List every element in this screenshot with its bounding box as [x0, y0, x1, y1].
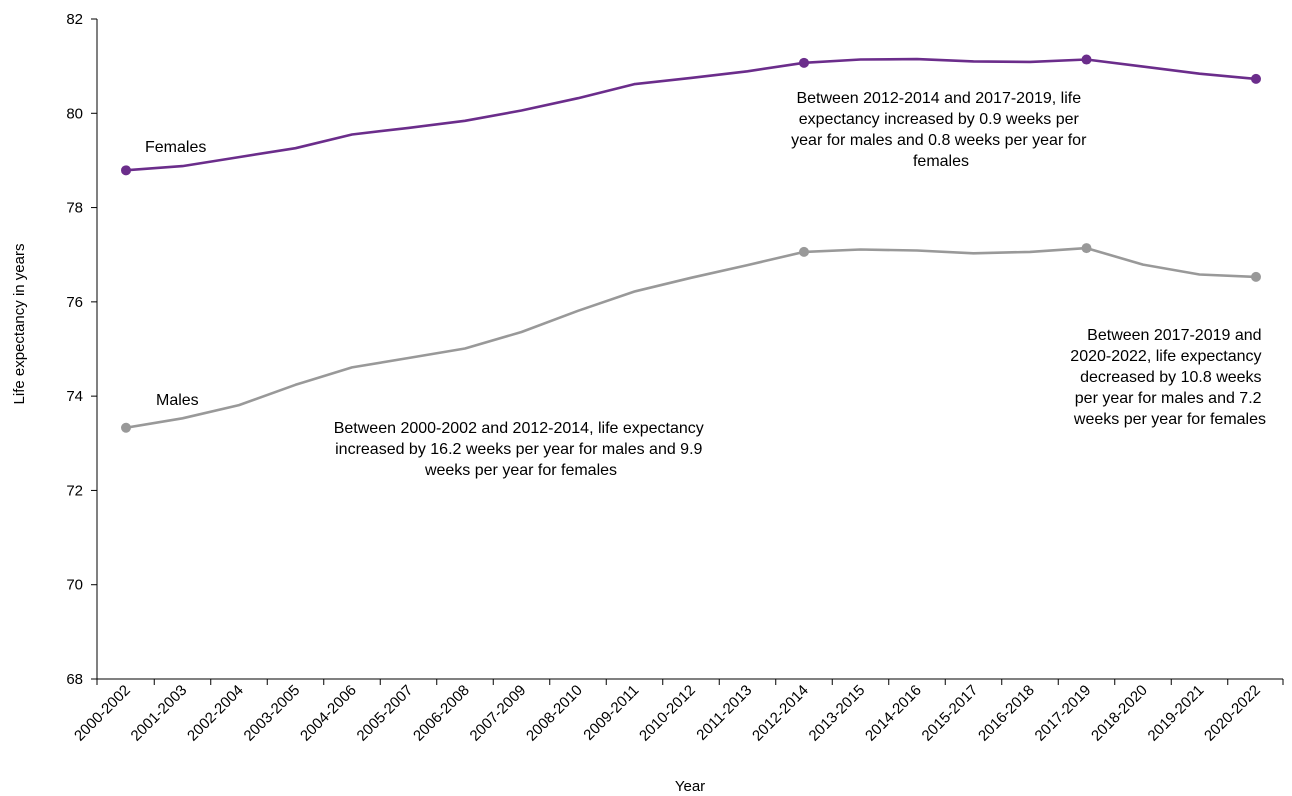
annotation-line: females	[913, 153, 969, 170]
annotation-2012-2019: Between 2012-2014 and 2017-2019, life ex…	[791, 90, 1091, 170]
annotation-line: Between 2017-2019 and	[1087, 327, 1261, 344]
x-tick-label: 2009-2011	[580, 682, 642, 744]
data-point-females	[1081, 54, 1092, 65]
y-tick-label: 70	[66, 577, 83, 594]
x-tick-label: 2011-2013	[693, 682, 755, 744]
x-tick-label: 2014-2016	[862, 682, 925, 745]
y-tick-label: 72	[66, 482, 83, 499]
annotation-line: increased by 16.2 weeks per year for mal…	[335, 441, 702, 458]
data-point-females	[799, 57, 809, 68]
annotation-line: weeks per year for females	[1073, 411, 1266, 428]
annotation-line: Between 2000-2002 and 2012-2014, life ex…	[334, 420, 704, 437]
x-tick-label: 2015-2017	[919, 682, 982, 745]
x-tick-label: 2007-2009	[467, 682, 530, 745]
y-tick-label: 80	[66, 105, 83, 122]
x-tick-label: 2013-2015	[806, 682, 869, 745]
x-tick-label: 2017-2019	[1032, 682, 1095, 745]
x-tick-label: 2006-2008	[410, 682, 473, 745]
series-line-females	[124, 57, 1258, 172]
x-tick-label: 2000-2002	[71, 682, 134, 745]
x-tick-label: 2002-2004	[184, 682, 247, 745]
y-tick-label: 78	[66, 200, 83, 217]
y-tick-label: 68	[66, 671, 83, 688]
series-line-males	[124, 246, 1258, 430]
annotation-line: 2020-2022, life expectancy	[1070, 348, 1261, 365]
y-tick-label: 82	[66, 11, 83, 28]
x-tick-label: 2005-2007	[354, 682, 417, 745]
annotation-line: expectancy increased by 0.9 weeks per	[799, 111, 1080, 128]
series-lines	[121, 54, 1261, 433]
x-tick-label: 2008-2010	[523, 682, 586, 745]
data-point-males	[121, 422, 131, 433]
annotations: Between 2000-2002 and 2012-2014, life ex…	[334, 90, 1266, 479]
x-tick-label: 2003-2005	[241, 682, 304, 745]
data-point-females	[121, 165, 131, 176]
series-labels: Females Males	[145, 139, 206, 409]
annotation-line: weeks per year for females	[424, 462, 617, 479]
x-tick-label: 2019-2021	[1145, 682, 1208, 745]
x-tick-label: 2001-2003	[128, 682, 191, 745]
y-tick-label: 74	[66, 388, 83, 405]
x-axis-title: Year	[675, 778, 705, 795]
x-tick-label: 2016-2018	[975, 682, 1038, 745]
annotation-line: per year for males and 7.2	[1075, 390, 1262, 407]
annotation-line: Between 2012-2014 and 2017-2019, life	[796, 90, 1081, 107]
annotation-2017-2022: Between 2017-2019 and 2020-2022, life ex…	[1070, 327, 1266, 428]
x-tick-label: 2020-2022	[1201, 682, 1264, 745]
x-tick-label: 2018-2020	[1088, 682, 1151, 745]
x-tick-label: 2012-2014	[749, 682, 812, 745]
x-tick-label: 2004-2006	[297, 682, 360, 745]
y-axis-title: Life expectancy in years	[11, 244, 28, 405]
annotation-2000-2014: Between 2000-2002 and 2012-2014, life ex…	[334, 420, 709, 479]
data-point-males	[1251, 271, 1261, 282]
annotation-line: decreased by 10.8 weeks	[1080, 369, 1261, 386]
data-point-males	[1081, 243, 1092, 254]
data-point-females	[1251, 73, 1261, 84]
series-label-females: Females	[145, 139, 206, 156]
series-label-males: Males	[156, 392, 199, 409]
annotation-line: year for males and 0.8 weeks per year fo…	[791, 132, 1087, 149]
y-tick-label: 76	[66, 294, 83, 311]
x-tick-label: 2010-2012	[636, 682, 699, 745]
data-point-males	[799, 246, 809, 257]
